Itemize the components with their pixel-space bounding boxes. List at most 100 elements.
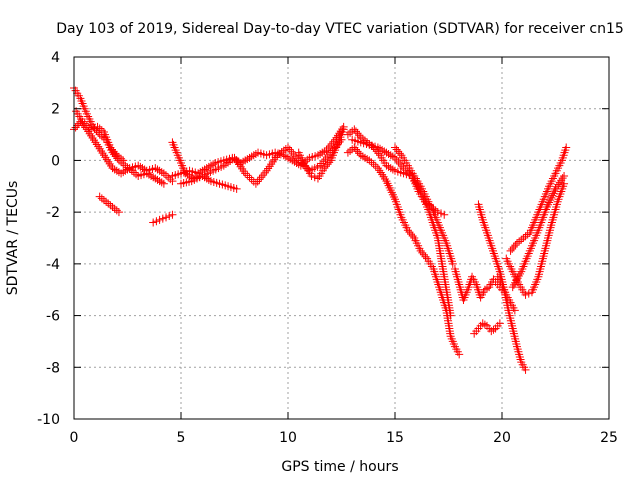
data-point-marker — [108, 164, 117, 173]
data-point-marker — [204, 162, 213, 171]
data-point-marker — [99, 151, 108, 160]
data-point-marker — [551, 184, 560, 193]
data-point-marker — [251, 179, 260, 188]
data-point-marker — [291, 152, 300, 161]
data-point-marker — [80, 119, 89, 128]
data-point-marker — [71, 123, 80, 132]
y-axis-label: SDTVAR / TECUs — [5, 181, 21, 296]
data-point-marker — [144, 170, 153, 179]
chart-title: Day 103 of 2019, Sidereal Day-to-day VTE… — [56, 21, 624, 37]
x-tick-label: 15 — [386, 430, 404, 446]
data-point-marker — [224, 158, 233, 167]
data-point-marker — [138, 164, 147, 173]
data-point-marker — [343, 148, 352, 157]
data-point-marker — [88, 134, 97, 143]
plot-frame — [73, 56, 610, 420]
data-point-marker — [562, 143, 571, 152]
data-point-marker — [152, 217, 161, 226]
data-point-marker — [374, 149, 383, 158]
data-point-marker — [253, 177, 262, 186]
data-point-marker — [321, 155, 330, 164]
data-point-marker — [275, 149, 284, 158]
data-point-marker — [123, 165, 132, 174]
data-point-marker — [376, 168, 385, 177]
data-point-marker — [289, 149, 298, 158]
data-point-marker — [92, 140, 101, 149]
data-point-marker — [232, 184, 241, 193]
series-track-17 — [502, 179, 569, 299]
data-point-marker — [552, 182, 561, 191]
data-point-marker — [373, 143, 382, 152]
data-point-marker — [391, 143, 399, 152]
data-point-marker — [397, 162, 406, 171]
data-point-marker — [281, 145, 290, 154]
data-point-marker — [343, 130, 352, 139]
data-point-marker — [162, 213, 171, 222]
data-point-marker — [273, 151, 282, 160]
series-track-20 — [493, 272, 519, 315]
data-point-marker — [382, 148, 391, 157]
data-point-marker — [245, 153, 254, 162]
x-tick-label: 20 — [493, 430, 511, 446]
data-point-marker — [255, 175, 264, 184]
data-point-marker — [391, 153, 399, 162]
data-point-marker — [407, 230, 416, 239]
data-point-marker — [555, 178, 564, 187]
y-tick-label: -2 — [46, 205, 60, 221]
series-track-19 — [508, 171, 569, 292]
data-point-marker — [200, 165, 209, 174]
data-point-marker — [228, 155, 237, 164]
data-point-marker — [386, 164, 395, 173]
data-point-marker — [151, 164, 160, 173]
data-point-marker — [384, 162, 393, 171]
data-point-marker — [108, 202, 117, 211]
data-point-marker — [355, 149, 364, 158]
data-point-marker — [149, 218, 158, 227]
data-point-marker — [554, 180, 563, 189]
data-point-marker — [155, 166, 164, 175]
data-point-marker — [104, 199, 113, 208]
data-point-marker — [376, 144, 385, 153]
data-point-marker — [247, 152, 256, 161]
data-point-marker — [558, 174, 567, 183]
data-point-marker — [323, 152, 332, 161]
x-tick-label: 25 — [600, 430, 618, 446]
data-point-marker — [202, 174, 211, 183]
data-point-marker — [521, 365, 530, 374]
data-point-marker — [560, 171, 569, 180]
data-point-marker — [286, 155, 295, 164]
data-point-marker — [382, 161, 391, 170]
data-point-marker — [106, 143, 115, 152]
data-point-marker — [97, 146, 106, 155]
data-point-marker — [104, 157, 113, 166]
data-point-marker — [355, 131, 364, 140]
data-point-marker — [162, 171, 171, 180]
data-point-marker — [194, 169, 203, 178]
data-point-marker — [405, 228, 414, 237]
data-point-marker — [241, 169, 250, 178]
data-point-marker — [101, 153, 110, 162]
data-point-marker — [129, 168, 138, 177]
data-point-marker — [351, 145, 360, 154]
data-point-marker — [421, 252, 430, 261]
data-point-marker — [99, 196, 108, 205]
data-point-marker — [557, 176, 566, 185]
series-track-15 — [470, 319, 504, 338]
data-point-marker — [517, 235, 526, 244]
data-point-marker — [165, 212, 174, 221]
data-point-marker — [164, 173, 173, 182]
data-point-marker — [147, 171, 156, 180]
data-point-marker — [323, 160, 332, 169]
data-point-marker — [98, 149, 107, 158]
data-point-marker — [114, 208, 123, 217]
data-point-marker — [381, 174, 390, 183]
data-point-marker — [107, 145, 116, 154]
data-point-marker — [158, 214, 167, 223]
series-track-3 — [72, 107, 128, 165]
data-point-marker — [379, 172, 388, 181]
data-point-marker — [510, 306, 519, 315]
data-point-marker — [401, 166, 410, 175]
data-point-marker — [151, 174, 160, 183]
data-point-marker — [243, 171, 252, 180]
